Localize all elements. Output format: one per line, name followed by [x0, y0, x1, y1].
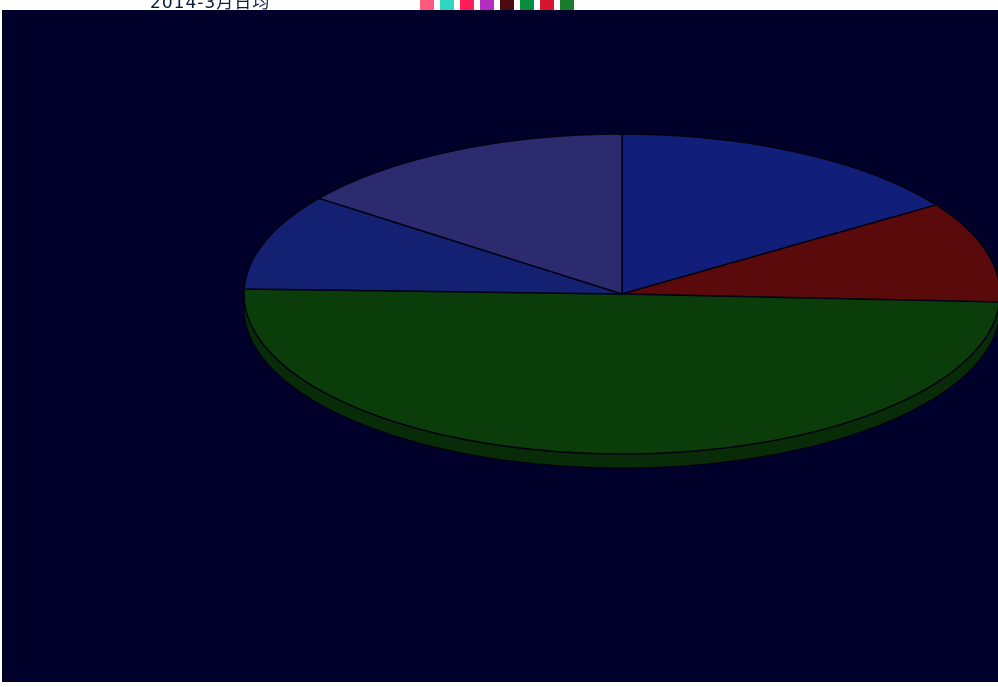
legend-swatch-5 [520, 0, 534, 10]
legend-swatch-3 [480, 0, 494, 10]
legend-swatch-7 [560, 0, 574, 10]
legend-swatch-4 [500, 0, 514, 10]
legend-swatches [420, 0, 574, 10]
pie-slice-1[interactable] [621, 204, 998, 303]
chart-panel [2, 10, 998, 682]
pie-chart [243, 133, 998, 469]
pie-top-layer [243, 133, 998, 455]
legend-swatch-6 [540, 0, 554, 10]
legend-swatch-0 [420, 0, 434, 10]
pie-slice-3[interactable] [243, 197, 623, 295]
legend-swatch-2 [460, 0, 474, 10]
chart-title-text: 2014-3月日均 [150, 0, 271, 13]
pie-slice-4[interactable] [317, 133, 623, 296]
pie-slice-0[interactable] [621, 133, 938, 295]
chart-header-strip: 2014-3月日均 [0, 0, 998, 13]
legend-swatch-1 [440, 0, 454, 10]
pie-slice-2[interactable] [243, 288, 998, 455]
bottom-border [0, 682, 998, 687]
